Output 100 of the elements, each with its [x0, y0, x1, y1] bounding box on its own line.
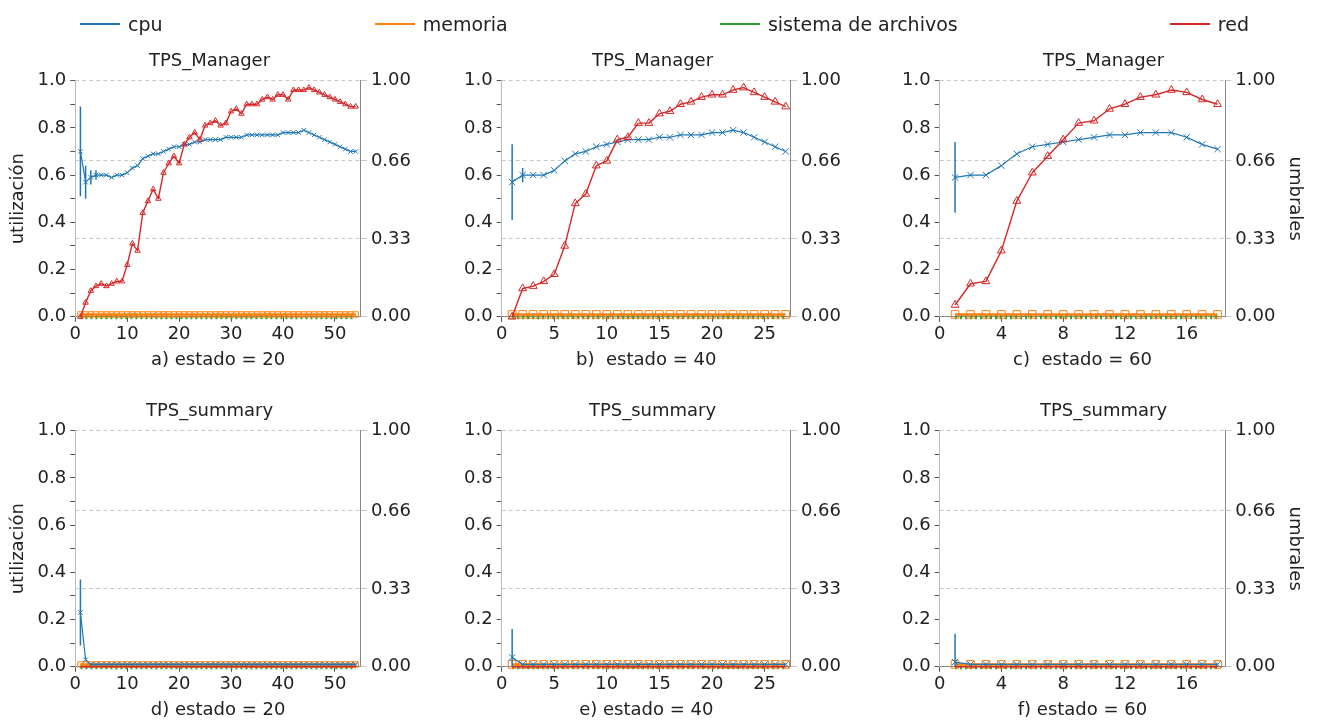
x-tick-label: 15 [647, 672, 671, 694]
y2-tick-label: 0.66 [370, 498, 411, 520]
y-tick-label: 0.2 [37, 257, 67, 279]
chart-title: TPS_Manager [1041, 49, 1165, 72]
y-tick-label: 1.0 [901, 418, 931, 440]
y2-tick-label: 1.00 [800, 68, 841, 90]
y-tick-label: 0.6 [901, 512, 931, 534]
chart-title: TPS_summary [587, 399, 717, 422]
y-tick-label: 0.8 [901, 115, 931, 137]
y-tick-label: 1.0 [37, 418, 67, 440]
y2-tick-label: 0.33 [800, 576, 841, 598]
y-tick-label: 0.2 [463, 257, 493, 279]
x-tick-label: 20 [167, 672, 191, 694]
y-tick-label: 0.2 [901, 257, 931, 279]
x-tick-label: 25 [753, 672, 777, 694]
y-tick-label: 0.0 [37, 654, 67, 676]
y-tick-label: 0.8 [37, 115, 67, 137]
x-tick-label: 15 [647, 322, 671, 344]
x-axis-title: f) estado = 60 [1017, 697, 1148, 719]
y2-tick-label: 0.00 [1235, 304, 1276, 326]
y2-tick-label: 0.66 [800, 498, 841, 520]
x-tick-label: 0 [933, 322, 946, 344]
y-tick-label: 0.0 [463, 654, 493, 676]
x-tick-label: 10 [115, 672, 139, 694]
y-tick-label: 0.8 [901, 465, 931, 487]
y-tick-label: 0.8 [463, 115, 493, 137]
y-tick-label: 0.4 [463, 559, 493, 581]
y-tick-label: 0.4 [37, 209, 67, 231]
chart-title: TPS_summary [1038, 399, 1168, 422]
y-tick-label: 1.0 [463, 68, 493, 90]
y2-tick-label: 0.33 [1235, 226, 1276, 248]
y2-tick-label: 1.00 [800, 418, 841, 440]
legend-label: red [1217, 13, 1249, 35]
x-tick-label: 4 [995, 322, 1008, 344]
y2-tick-label: 0.00 [370, 304, 411, 326]
y-tick-label: 0.0 [463, 304, 493, 326]
y-tick-label: 0.0 [901, 304, 931, 326]
y2-tick-label: 1.00 [1235, 68, 1276, 90]
y-tick-label: 0.4 [463, 209, 493, 231]
x-tick-label: 0 [69, 672, 81, 694]
y-tick-label: 0.6 [901, 162, 931, 184]
y2-axis-title: umbrales [1285, 506, 1307, 591]
x-tick-label: 0 [495, 322, 508, 344]
x-tick-label: 5 [548, 672, 560, 694]
x-axis-title: b) estado = 40 [576, 347, 717, 369]
x-tick-label: 30 [219, 322, 243, 344]
x-tick-label: 50 [323, 322, 347, 344]
chart-title: TPS_summary [144, 399, 274, 422]
y-tick-label: 1.0 [463, 418, 493, 440]
x-axis-title: d) estado = 20 [150, 697, 286, 719]
y-tick-label: 0.6 [463, 162, 493, 184]
x-tick-label: 20 [167, 322, 191, 344]
y-tick-label: 0.8 [37, 465, 67, 487]
x-tick-label: 12 [1113, 322, 1137, 344]
y2-tick-label: 1.00 [370, 418, 411, 440]
y-axis-title: utilización [6, 503, 28, 595]
y2-tick-label: 0.00 [800, 654, 841, 676]
x-tick-label: 30 [219, 672, 243, 694]
x-tick-label: 20 [700, 672, 724, 694]
x-tick-label: 0 [933, 672, 946, 694]
y2-tick-label: 0.66 [370, 148, 411, 170]
x-tick-label: 10 [595, 672, 619, 694]
chart-title: TPS_Manager [147, 49, 271, 72]
y-tick-label: 0.0 [37, 304, 67, 326]
y-tick-label: 0.2 [37, 607, 67, 629]
x-tick-label: 4 [995, 672, 1008, 694]
x-tick-label: 40 [271, 322, 295, 344]
y-tick-label: 0.6 [37, 162, 67, 184]
x-tick-label: 25 [753, 322, 777, 344]
y2-tick-label: 1.00 [1235, 418, 1276, 440]
y-tick-label: 0.4 [901, 559, 931, 581]
y2-tick-label: 0.33 [370, 226, 411, 248]
chart-title: TPS_Manager [590, 49, 714, 72]
y2-tick-label: 0.00 [370, 654, 411, 676]
y-tick-label: 0.6 [463, 512, 493, 534]
y-tick-label: 0.4 [901, 209, 931, 231]
y-tick-label: 0.4 [37, 559, 67, 581]
y-tick-label: 1.0 [901, 68, 931, 90]
y2-tick-label: 1.00 [370, 68, 411, 90]
y-tick-label: 0.2 [463, 607, 493, 629]
y-axis-title: utilización [6, 153, 28, 245]
x-tick-label: 8 [1057, 672, 1069, 694]
y2-tick-label: 0.00 [800, 304, 841, 326]
y2-tick-label: 0.66 [1235, 148, 1276, 170]
legend-label: cpu [128, 13, 163, 35]
y-tick-label: 1.0 [37, 68, 67, 90]
y2-tick-label: 0.00 [1235, 654, 1276, 676]
x-tick-label: 12 [1113, 672, 1137, 694]
x-tick-label: 16 [1175, 322, 1199, 344]
x-tick-label: 20 [700, 322, 724, 344]
legend-label: memoria [422, 13, 508, 35]
y2-tick-label: 0.33 [370, 576, 411, 598]
x-tick-label: 5 [548, 322, 560, 344]
x-tick-label: 16 [1175, 672, 1199, 694]
y-tick-label: 0.6 [37, 512, 67, 534]
y2-tick-label: 0.33 [1235, 576, 1276, 598]
y-tick-label: 0.0 [901, 654, 931, 676]
y2-tick-label: 0.66 [1235, 498, 1276, 520]
x-axis-title: e) estado = 40 [579, 697, 714, 719]
y2-tick-label: 0.66 [800, 148, 841, 170]
